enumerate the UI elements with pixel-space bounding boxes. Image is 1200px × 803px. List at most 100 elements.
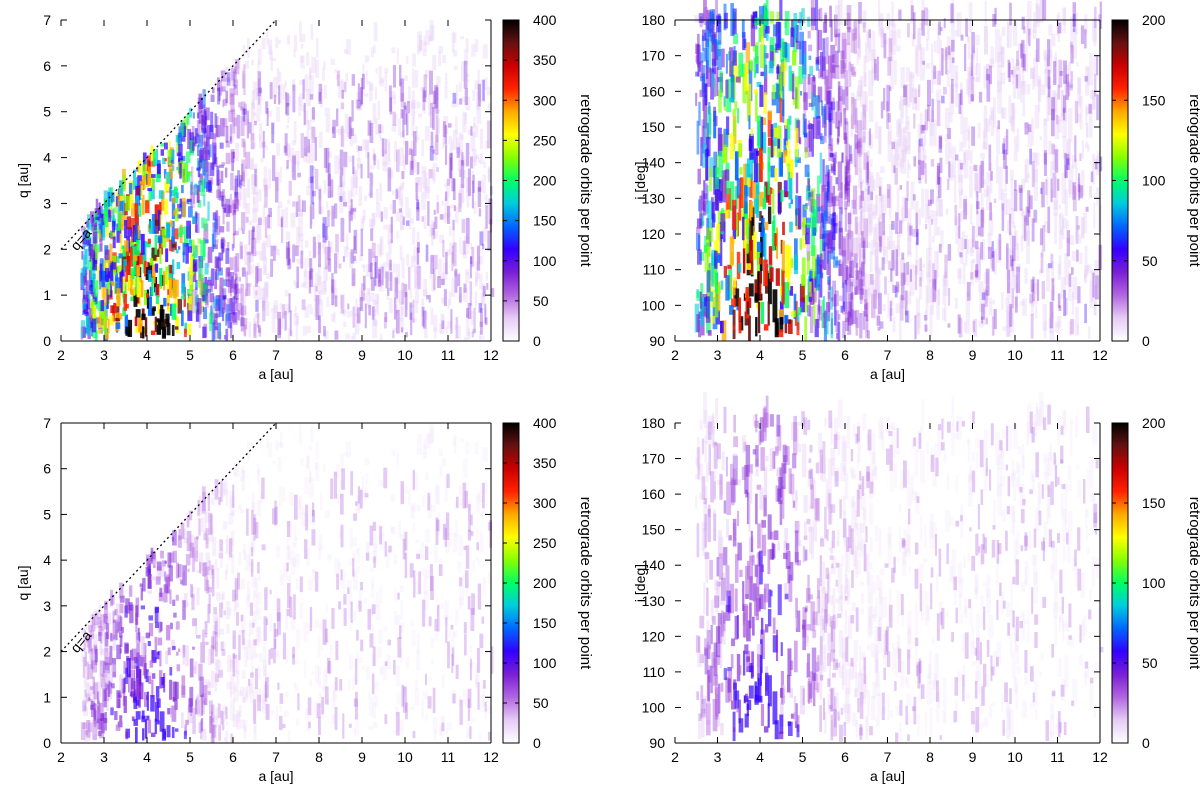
- density-cell: [452, 32, 457, 44]
- density-cell: [943, 271, 948, 287]
- density-cell: [411, 99, 417, 109]
- density-cell: [154, 606, 160, 614]
- density-cell: [832, 213, 836, 241]
- density-cell: [373, 21, 378, 42]
- density-cell: [1005, 129, 1009, 155]
- density-cell: [216, 189, 221, 199]
- density-cell: [850, 292, 854, 312]
- density-cell: [922, 263, 926, 268]
- density-cell: [989, 58, 995, 68]
- density-cell: [257, 78, 261, 105]
- density-cell: [214, 113, 217, 128]
- density-cell: [969, 165, 973, 198]
- density-cell: [203, 114, 206, 132]
- density-cell: [971, 76, 975, 102]
- density-cell: [167, 294, 170, 304]
- density-cell: [84, 312, 89, 317]
- density-cell: [776, 322, 779, 335]
- density-cell: [757, 301, 761, 334]
- density-cell: [1053, 61, 1057, 85]
- density-cell: [1072, 2, 1077, 27]
- density-cell: [422, 289, 428, 297]
- density-cell: [897, 123, 902, 147]
- density-cell: [197, 238, 202, 244]
- density-cell: [1021, 211, 1026, 239]
- density-cell: [776, 83, 781, 114]
- density-cell: [801, 222, 806, 228]
- density-cell: [816, 304, 820, 328]
- density-cell: [100, 702, 105, 714]
- density-cell: [171, 324, 175, 337]
- density-cell: [241, 101, 246, 116]
- density-cell: [1046, 176, 1049, 206]
- density-cell: [478, 208, 482, 217]
- density-cell: [483, 161, 486, 169]
- density-cell: [857, 37, 861, 57]
- density-cell: [899, 158, 903, 173]
- density-cell: [983, 65, 988, 89]
- density-cell: [284, 290, 289, 297]
- density-cell: [338, 128, 342, 136]
- density-cell: [858, 168, 862, 189]
- density-cell: [847, 213, 852, 225]
- density-cell: [265, 301, 270, 317]
- density-cell: [875, 268, 880, 300]
- density-cell: [368, 696, 374, 716]
- density-cell: [966, 291, 970, 298]
- density-cell: [240, 317, 245, 327]
- density-cell: [742, 248, 746, 274]
- density-cell: [399, 131, 404, 139]
- density-cell: [807, 120, 811, 148]
- density-cell: [115, 317, 121, 322]
- density-cell: [146, 289, 149, 309]
- density-cell: [695, 233, 700, 251]
- density-cell: [340, 181, 345, 201]
- density-cell: [880, 28, 885, 48]
- density-cell: [415, 126, 419, 144]
- density-cell: [239, 183, 242, 200]
- density-cell: [372, 148, 376, 161]
- density-cell: [767, 110, 772, 121]
- density-cell: [390, 216, 393, 244]
- density-cell: [432, 221, 436, 240]
- density-cell: [325, 114, 331, 133]
- density-cell: [163, 672, 166, 693]
- density-cell: [980, 303, 985, 320]
- density-cell: [182, 653, 185, 665]
- density-cell: [108, 662, 114, 683]
- density-cell: [157, 248, 160, 253]
- density-cell: [423, 438, 426, 450]
- density-cell: [369, 292, 375, 302]
- density-cell: [835, 310, 839, 333]
- density-cell: [846, 159, 851, 187]
- density-cell: [136, 187, 140, 195]
- density-cell: [726, 78, 732, 113]
- density-cell: [847, 212, 851, 240]
- density-cell: [189, 686, 194, 707]
- density-cell: [817, 29, 823, 51]
- density-cell: [963, 149, 969, 179]
- density-cell: [303, 270, 308, 289]
- density-cell: [378, 629, 383, 645]
- density-cell: [380, 124, 384, 134]
- density-cell: [755, 317, 758, 337]
- density-cell: [115, 196, 119, 207]
- density-cell: [106, 288, 109, 309]
- density-cell: [425, 433, 431, 449]
- density-cell: [844, 301, 850, 323]
- density-cell: [242, 696, 246, 703]
- density-cell: [263, 166, 268, 187]
- density-cell: [439, 324, 442, 334]
- density-cell: [91, 263, 96, 285]
- density-cell: [323, 325, 326, 337]
- density-cell: [275, 705, 278, 722]
- density-cell: [709, 291, 714, 302]
- density-cell: [725, 79, 729, 99]
- density-cell: [1048, 140, 1053, 155]
- density-cell: [334, 155, 340, 175]
- density-cell: [427, 496, 432, 504]
- density-cell: [825, 233, 830, 246]
- density-cell: [478, 256, 483, 265]
- density-cell: [300, 55, 304, 63]
